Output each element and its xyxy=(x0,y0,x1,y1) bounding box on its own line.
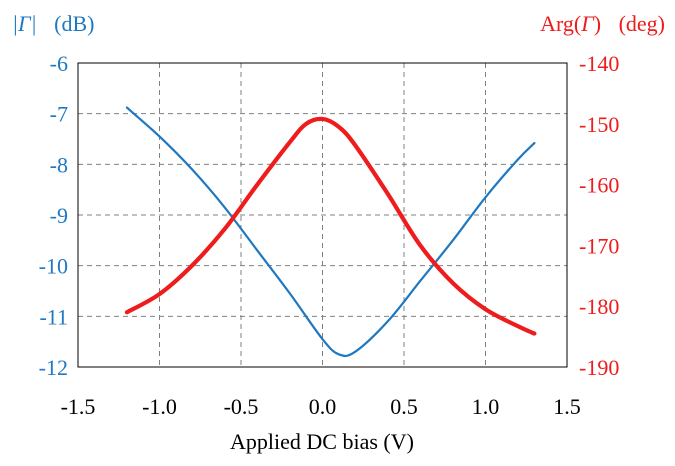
x-tick-label: 0.5 xyxy=(390,394,418,419)
right-axis-label: Arg(Γ) (deg) xyxy=(540,11,665,36)
x-axis-ticks: -1.5 -1.0 -0.5 0.0 0.5 1.0 1.5 xyxy=(61,394,581,419)
x-tick-label: -1.0 xyxy=(142,394,177,419)
left-tick-label: -12 xyxy=(39,355,68,380)
series-line-magnitude xyxy=(125,106,536,358)
x-tick-label: -0.5 xyxy=(224,394,259,419)
x-tick-label: 1.0 xyxy=(472,394,500,419)
left-tick-label: -11 xyxy=(39,304,68,329)
left-tick-label: -6 xyxy=(50,51,68,76)
plot-frame xyxy=(77,62,568,368)
right-axis-prefix: Arg( xyxy=(540,11,581,36)
x-tick-label: 1.5 xyxy=(553,394,581,419)
right-tick-label: -140 xyxy=(579,51,619,76)
left-tick-label: -9 xyxy=(50,203,68,228)
x-axis-label: Applied DC bias (V) xyxy=(230,429,414,454)
x-tick-label: 0.0 xyxy=(309,394,337,419)
right-tick-label: -180 xyxy=(579,294,619,319)
right-axis-unit: (deg) xyxy=(619,11,665,36)
x-tick-label: -1.5 xyxy=(61,394,96,419)
left-axis-symbol: |Γ| xyxy=(12,11,37,36)
right-axis-suffix: ) xyxy=(594,11,601,36)
right-axis-ticks: -140 -150 -160 -170 -180 -190 xyxy=(579,51,619,380)
right-tick-label: -190 xyxy=(579,355,619,380)
left-tick-label: -7 xyxy=(50,102,68,127)
grid-lines xyxy=(77,62,568,368)
series-layer xyxy=(124,106,537,358)
left-tick-label: -8 xyxy=(50,152,68,177)
right-tick-label: -160 xyxy=(579,173,619,198)
series-line-phase xyxy=(124,116,537,336)
right-axis-symbol: Γ xyxy=(580,11,595,36)
left-axis-ticks: -6 -7 -8 -9 -10 -11 -12 xyxy=(39,51,68,380)
right-tick-label: -170 xyxy=(579,233,619,258)
left-axis-label: |Γ| (dB) xyxy=(12,11,94,36)
left-tick-label: -10 xyxy=(39,254,68,279)
right-tick-label: -150 xyxy=(579,112,619,137)
left-axis-unit: (dB) xyxy=(54,11,94,36)
